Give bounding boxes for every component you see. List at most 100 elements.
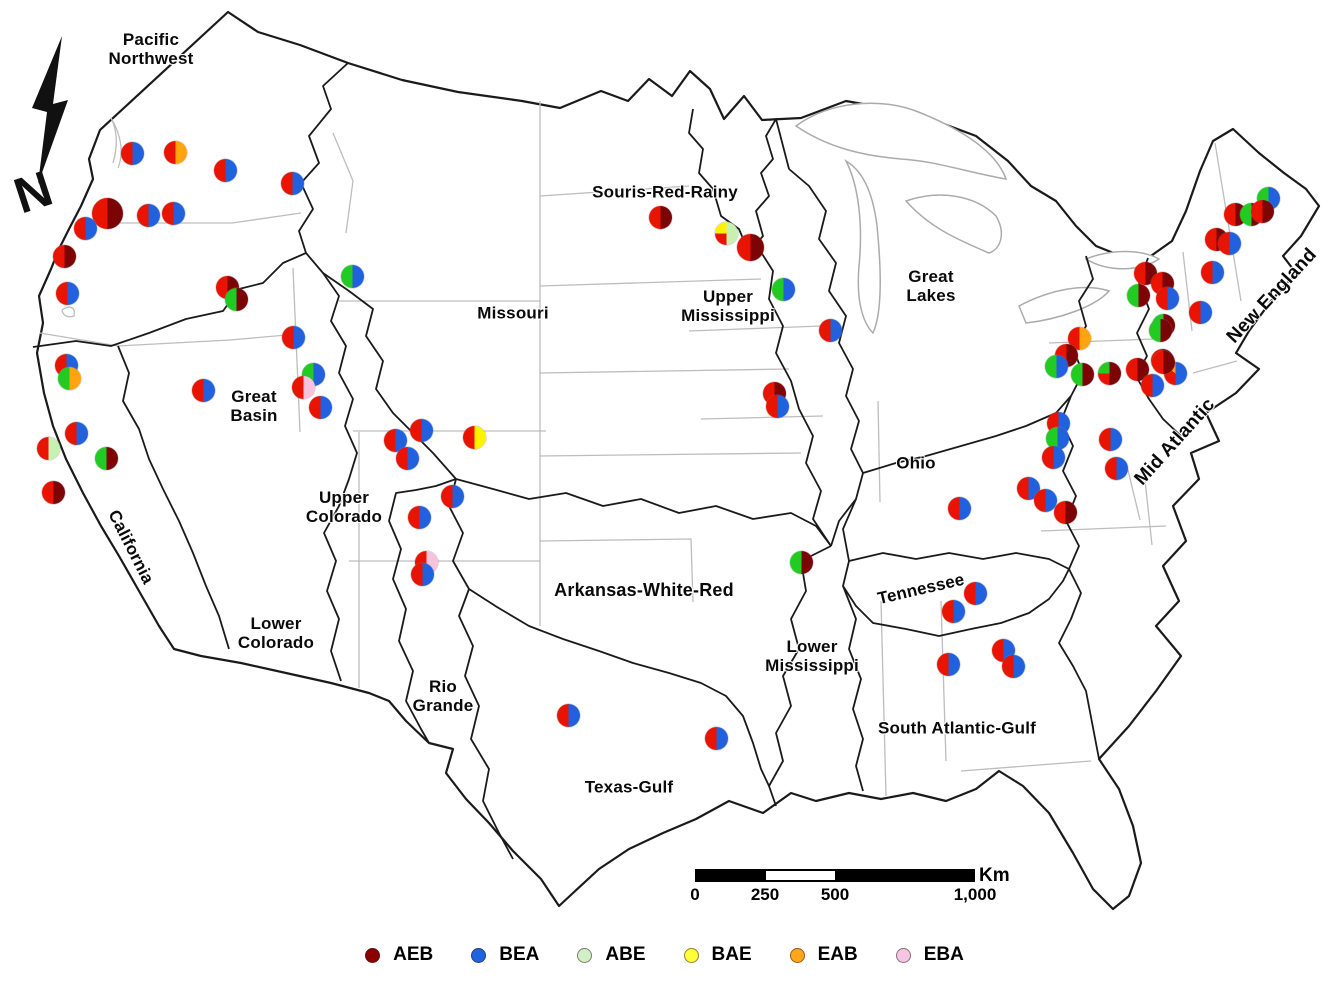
region-label-line: Great [908,266,954,286]
region-label-line: Grande [412,696,474,715]
site-pie-marker [383,428,407,452]
site-pie-marker [308,395,332,419]
scale-bar-body: Km [695,865,1010,886]
site-pie-marker [736,233,764,261]
legend-label: EBA [923,944,964,965]
site-pie-marker [409,418,433,442]
region-label: Ohio [896,453,936,472]
site-pie-marker [1016,476,1040,500]
site-pie-marker [36,436,60,460]
region-label-line: Rio [429,676,457,696]
state-boundaries [39,101,1242,797]
region-label-line: Northwest [108,49,194,68]
site-pie-marker [714,221,738,245]
site-pie-marker [55,281,79,305]
site-pie-marker [94,446,118,470]
scale-segment [697,871,766,880]
region-label: South Atlantic-Gulf [878,718,1036,737]
site-pie-marker [340,264,364,288]
legend-item: BAE [683,944,752,966]
region-label-line: Mississippi [681,306,775,325]
legend-item: BEA [471,944,539,966]
site-pie-marker [1140,373,1164,397]
site-pie-marker [648,205,672,229]
scale-tick-label: 0 [690,885,700,904]
legend-color-dot [789,947,805,963]
legend-color-dot [683,947,699,963]
site-pie-marker [704,726,728,750]
legend: AEB BEA ABE BAE EAB EBA [0,944,1329,966]
site-pie-marker [789,550,813,574]
site-pie-marker [1200,260,1224,284]
scale-ticks: 0 250 500 1,000 [690,885,996,909]
region-label-line: Great [231,386,277,406]
site-pie-marker [1001,654,1025,678]
site-pie-marker [1155,286,1179,310]
region-label-line: Basin [230,406,278,425]
site-pie-marker [1044,354,1068,378]
region-label-line: Pacific [122,29,180,49]
site-pie-marker [1104,456,1128,480]
site-pie-marker [440,484,464,508]
site-pie-marker [1098,427,1122,451]
site-pie-marker [1070,362,1094,386]
site-pie-marker [1217,231,1241,255]
site-pie-marker [941,599,965,623]
site-pie-marker [1148,318,1172,342]
region-label: Missouri [477,303,549,322]
site-pie-marker [191,378,215,402]
region-label: Pacific Northwest [109,30,194,68]
site-pie-marker [936,652,960,676]
legend-color-dot [471,947,487,963]
legend-color-dot [365,947,381,963]
region-label: Rio Grande [413,677,474,715]
site-pie-marker [291,375,315,399]
north-arrow-letter: N [7,160,59,216]
site-pie-marker [1067,326,1091,350]
region-label-line: South Atlantic-Gulf [877,718,1037,738]
site-pie-marker [64,421,88,445]
region-label-line: Upper [318,487,370,507]
site-pie-marker [963,581,987,605]
region-label-line: Mississippi [765,656,859,675]
site-pie-marker [161,201,185,225]
scale-unit: Km [979,865,1010,886]
site-pie-marker [1188,300,1212,324]
legend-item: ABE [577,944,646,966]
site-pie-marker [407,505,431,529]
site-pie-marker [1041,445,1065,469]
site-pie-marker [1126,283,1150,307]
site-pie-marker [163,140,187,164]
site-pie-marker [1045,426,1069,450]
site-pie-marker [410,562,434,586]
legend-label: BEA [499,944,540,965]
site-pie-marker [136,203,160,227]
site-pie-marker [41,480,65,504]
legend-label: BAE [711,944,752,965]
region-label: Souris-Red-Rainy [592,182,738,201]
watershed-boundaries [32,62,1182,860]
site-pie-marker [57,366,81,390]
legend-item: EBA [895,944,964,966]
site-pie-marker [281,325,305,349]
region-label: Great Basin [230,387,277,425]
site-pie-marker [1125,357,1149,381]
site-pie-marker [765,394,789,418]
region-label-line: Texas-Gulf [584,777,674,797]
site-pie-marker [73,216,97,240]
lake-erie [1018,286,1111,324]
site-pie-marker [462,425,486,449]
site-pie-marker [1151,350,1175,374]
site-pie-marker [213,158,237,182]
scale-bar: Km 0 250 500 1,000 [690,865,1010,909]
site-pie-marker [1033,488,1057,512]
region-label: Arkansas-White-Red [554,580,734,600]
lake-superior [794,102,1008,180]
site-pie-marker [947,496,971,520]
site-pie-marker [771,277,795,301]
site-pie-marker [224,287,248,311]
legend-color-dot [895,947,911,963]
region-label-line: Souris-Red-Rainy [592,182,738,202]
